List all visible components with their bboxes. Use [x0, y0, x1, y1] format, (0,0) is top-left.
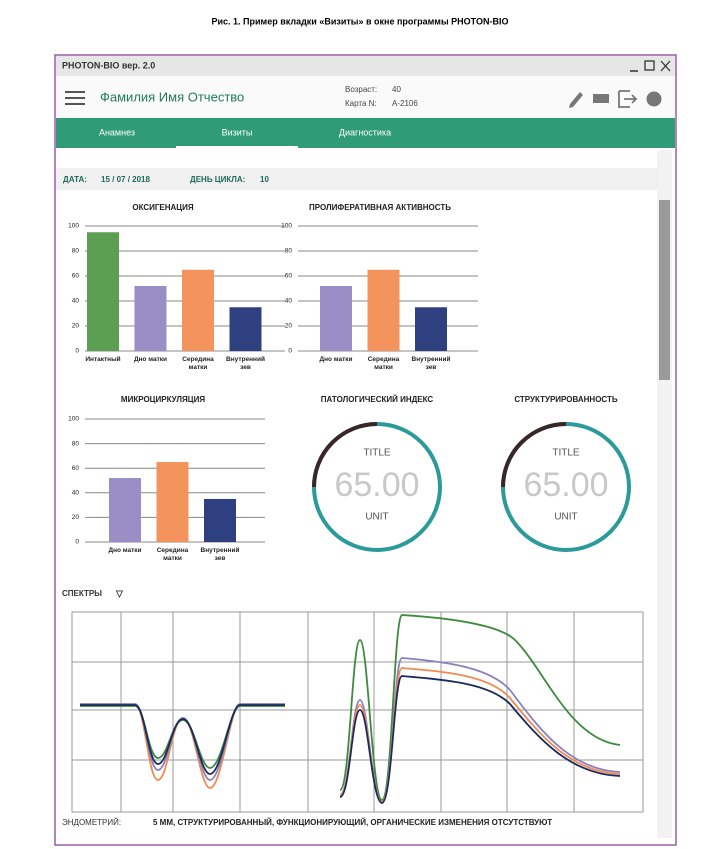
y-tick-label: 40: [285, 298, 293, 305]
scroll-thumb[interactable]: [659, 200, 670, 380]
x-tick-label: Интактный: [85, 356, 121, 363]
tab[interactable]: Диагностика: [339, 127, 391, 137]
x-tick-label: Середина матки: [156, 547, 189, 562]
gauge-heading: СТРУКТУРИРОВАННОСТЬ: [514, 395, 618, 404]
x-tick-label: Внутренний зев: [226, 356, 265, 371]
footer-text: 5 ММ, СТРУКТУРИРОВАННЫЙ, ФУНКЦИОНИРУЮЩИЙ…: [153, 818, 552, 827]
header: [56, 76, 675, 118]
y-tick-label: 20: [72, 323, 80, 330]
bar: [109, 478, 141, 542]
bar: [156, 462, 189, 542]
y-tick-label: 100: [68, 223, 79, 230]
y-tick-label: 60: [285, 273, 293, 280]
x-tick-label: Дно матки: [133, 356, 168, 363]
y-tick-label: 20: [285, 323, 293, 330]
print-icon[interactable]: [593, 94, 609, 103]
x-tick-label: Внутренний зев: [411, 356, 451, 371]
y-tick-label: 80: [72, 248, 80, 255]
card: A-2106: [392, 99, 418, 108]
x-tick-label: Середина матки: [367, 356, 400, 371]
age-label: Возраст:: [345, 85, 377, 94]
y-tick-label: 0: [288, 348, 292, 355]
footer-label: ЭНДОМЕТРИЙ:: [62, 818, 121, 827]
spectra-label: СПЕКТРЫ: [62, 589, 102, 598]
bar: [87, 232, 119, 351]
info-row: [56, 168, 657, 190]
patient-name: Фамилия Имя Отчество: [100, 89, 244, 104]
tab-bar: [56, 118, 675, 148]
date: 15 / 07 / 2018: [101, 175, 150, 184]
tab[interactable]: Визиты: [222, 127, 253, 137]
spectrum: [80, 704, 285, 775]
caption: Рис. 1. Пример вкладки «Визиты» в окне п…: [212, 16, 509, 26]
gauge-title: TITLE: [363, 448, 391, 459]
tab[interactable]: Анамнез: [99, 127, 135, 137]
y-tick-label: 80: [72, 440, 80, 447]
bar: [415, 307, 447, 351]
date-label: ДАТА:: [63, 175, 87, 184]
x-tick-label: Середина матки: [182, 356, 214, 371]
spectrum: [339, 614, 621, 801]
x-tick-label: Дно матки: [319, 356, 353, 363]
y-tick-label: 40: [72, 490, 80, 497]
title-bar: [56, 56, 675, 76]
content: [56, 150, 657, 838]
window-title: PHOTON-BIO вер. 2.0: [62, 60, 155, 70]
card-label: Карта N:: [345, 99, 377, 108]
gauge-value: 65.00: [334, 466, 419, 504]
spectra-curves: [80, 614, 621, 804]
y-tick-label: 60: [72, 465, 80, 472]
spectrum: [339, 675, 621, 804]
bar: [320, 286, 352, 351]
gauge-unit: UNIT: [554, 512, 577, 523]
gauge-title: TITLE: [552, 448, 580, 459]
chart-title: ОКСИГЕНАЦИЯ: [132, 203, 194, 212]
edit-icon[interactable]: [569, 92, 583, 108]
y-tick-label: 80: [285, 248, 293, 255]
y-tick-label: 20: [72, 514, 80, 521]
close[interactable]: [660, 60, 671, 72]
age: 40: [392, 85, 401, 94]
cycle-day: 10: [260, 175, 269, 184]
x-tick-label: Дно матки: [108, 547, 142, 554]
y-tick-label: 100: [68, 416, 79, 423]
cycle-label: ДЕНЬ ЦИКЛА:: [190, 175, 245, 184]
status-icon[interactable]: [646, 91, 662, 107]
maximize[interactable]: [644, 60, 655, 71]
bar: [367, 269, 400, 351]
gauge-ring-segment: [312, 422, 378, 488]
menu-button[interactable]: [65, 91, 85, 105]
gauge-value: 65.00: [523, 466, 608, 504]
y-tick-label: 40: [72, 298, 80, 305]
chart-title: МИКРОЦИРКУЛЯЦИЯ: [121, 395, 205, 404]
bar: [182, 269, 214, 351]
bar: [134, 286, 167, 351]
gauge-unit: UNIT: [365, 512, 388, 523]
chart-title: ПРОЛИФЕРАТИВНАЯ АКТИВНОСТЬ: [309, 203, 451, 212]
exit-icon[interactable]: [618, 90, 638, 108]
gauge-ring-segment: [501, 422, 567, 488]
bar: [204, 498, 236, 542]
x-tick-label: Внутренний зев: [200, 547, 240, 562]
y-tick-label: 60: [72, 273, 80, 280]
y-tick-label: 0: [75, 348, 79, 355]
spectra-toggle[interactable]: ▽: [115, 588, 124, 598]
y-tick-label: 0: [75, 539, 79, 546]
active-tab-indicator: [176, 146, 298, 148]
y-tick-label: 100: [281, 223, 292, 230]
gauge-heading: ПАТОЛОГИЧЕСКИЙ ИНДЕКС: [321, 395, 434, 404]
bar: [229, 307, 262, 351]
